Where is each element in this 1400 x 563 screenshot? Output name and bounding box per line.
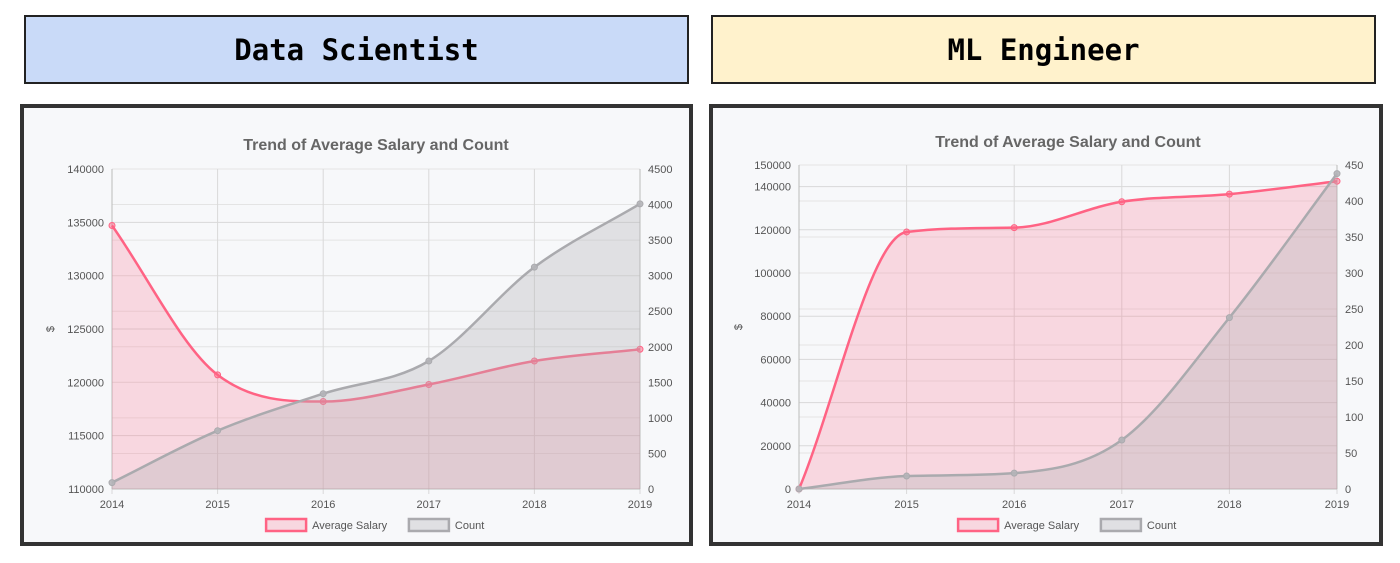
y-right-tick-label: 3500 [648, 235, 672, 247]
data-point[interactable] [1225, 190, 1233, 198]
header-ml-engineer-label: ML Engineer [947, 32, 1140, 67]
y-right-tick-label: 200 [1345, 340, 1363, 352]
x-tick-label: 2015 [205, 499, 229, 511]
y-right-tick-label: 50 [1345, 448, 1357, 460]
data-point[interactable] [903, 472, 911, 480]
legend-label[interactable]: Count [1147, 520, 1176, 532]
y-left-tick-label: 135000 [67, 217, 104, 229]
y-right-tick-label: 0 [1345, 484, 1351, 496]
header-data-scientist: Data Scientist [24, 15, 689, 84]
chart-title: Trend of Average Salary and Count [243, 137, 509, 154]
y-right-tick-label: 0 [648, 484, 654, 496]
y-left-tick-label: 60000 [760, 354, 791, 366]
chart-title: Trend of Average Salary and Count [935, 134, 1201, 151]
y-left-tick-label: 120000 [754, 225, 791, 237]
x-tick-label: 2019 [1325, 499, 1349, 511]
data-point[interactable] [636, 200, 644, 208]
data-point[interactable] [1333, 170, 1341, 178]
y-right-tick-label: 300 [1345, 268, 1363, 280]
x-tick-label: 2014 [787, 499, 811, 511]
y-right-tick-label: 1000 [648, 413, 672, 425]
data-point[interactable] [425, 380, 433, 388]
x-tick-label: 2018 [522, 499, 546, 511]
series-area [112, 225, 640, 489]
y-right-tick-label: 1500 [648, 377, 672, 389]
x-tick-label: 2015 [894, 499, 918, 511]
legend[interactable]: Average Salary Count [956, 517, 1176, 533]
y-left-tick-label: 0 [785, 484, 791, 496]
y-left-tick-label: 20000 [760, 441, 791, 453]
x-tick-label: 2019 [628, 499, 652, 511]
x-tick-label: 2016 [1002, 499, 1026, 511]
series-line [110, 224, 641, 403]
series-area [112, 203, 640, 489]
y-left-tick-label: 115000 [68, 431, 104, 443]
chart-panel-data-scientist: Trend of Average Salary and Count 110000 1… [20, 104, 693, 546]
y-left-tick-label: 140000 [754, 182, 791, 194]
y-right-tick-label: 4000 [648, 200, 672, 212]
y-right-tick-label: 3000 [648, 271, 672, 283]
legend-swatch[interactable] [264, 517, 308, 533]
chart-panel-ml-engineer: Trend of Average Salary and Count 0 20000 4… [709, 104, 1383, 546]
data-point[interactable] [1118, 198, 1126, 206]
data-point[interactable] [530, 263, 538, 271]
data-point[interactable] [214, 427, 222, 435]
legend-swatch[interactable] [956, 517, 1000, 533]
header-data-scientist-label: Data Scientist [234, 32, 479, 67]
y-left-tick-label: 140000 [67, 164, 104, 176]
data-point[interactable] [1225, 314, 1233, 322]
y-right-tick-label: 100 [1345, 412, 1363, 424]
y-left-tick-label: 100000 [754, 268, 791, 280]
x-tick-label: 2017 [417, 499, 441, 511]
data-point[interactable] [903, 228, 911, 236]
data-point[interactable] [319, 390, 327, 398]
data-point[interactable] [214, 371, 222, 379]
chart-data-scientist: Trend of Average Salary and Count 110000 1… [45, 137, 672, 533]
y-right-tick-label: 250 [1345, 304, 1363, 316]
data-point[interactable] [108, 479, 116, 487]
y-left-tick-label: 110000 [68, 484, 104, 496]
legend-swatch[interactable] [407, 517, 451, 533]
y-right-tick-label: 400 [1345, 196, 1363, 208]
data-point[interactable] [319, 398, 327, 406]
data-point[interactable] [795, 485, 803, 493]
y-right-tick-label: 150 [1345, 376, 1363, 388]
data-point[interactable] [425, 357, 433, 365]
x-tick-label: 2017 [1110, 499, 1134, 511]
data-point[interactable] [1333, 177, 1341, 185]
y-left-tick-label: 125000 [67, 324, 104, 336]
header-ml-engineer: ML Engineer [711, 15, 1376, 84]
y-left-tick-label: 130000 [67, 271, 104, 283]
legend[interactable]: Average Salary Count [264, 517, 484, 533]
y-right-tick-label: 350 [1345, 232, 1363, 244]
y-left-tick-label: 150000 [754, 160, 791, 172]
legend-label[interactable]: Average Salary [312, 520, 388, 532]
y-right-tick-label: 500 [648, 448, 666, 460]
y-left-tick-label: 80000 [760, 311, 791, 323]
series-area [799, 181, 1337, 489]
x-tick-label: 2018 [1217, 499, 1241, 511]
data-point[interactable] [636, 345, 644, 353]
y-axis-label: $ [733, 324, 745, 330]
series-area [799, 173, 1337, 489]
y-right-tick-label: 2500 [648, 306, 672, 318]
y-right-tick-label: 450 [1345, 160, 1363, 172]
data-point[interactable] [530, 357, 538, 365]
data-point[interactable] [1118, 436, 1126, 444]
chart-ml-engineer: Trend of Average Salary and Count 0 20000 4… [733, 134, 1363, 533]
x-tick-label: 2014 [100, 499, 124, 511]
y-left-tick-label: 120000 [67, 377, 104, 389]
y-axis-label: $ [45, 326, 57, 332]
series-line [111, 202, 641, 484]
y-right-tick-label: 2000 [648, 342, 672, 354]
data-point[interactable] [108, 222, 116, 230]
data-point[interactable] [1010, 224, 1018, 232]
legend-swatch[interactable] [1099, 517, 1143, 533]
legend-label[interactable]: Average Salary [1004, 520, 1080, 532]
x-tick-label: 2016 [311, 499, 335, 511]
legend-label[interactable]: Count [455, 520, 484, 532]
y-right-tick-label: 4500 [648, 164, 672, 176]
data-point[interactable] [1010, 469, 1018, 477]
y-left-tick-label: 40000 [760, 398, 791, 410]
